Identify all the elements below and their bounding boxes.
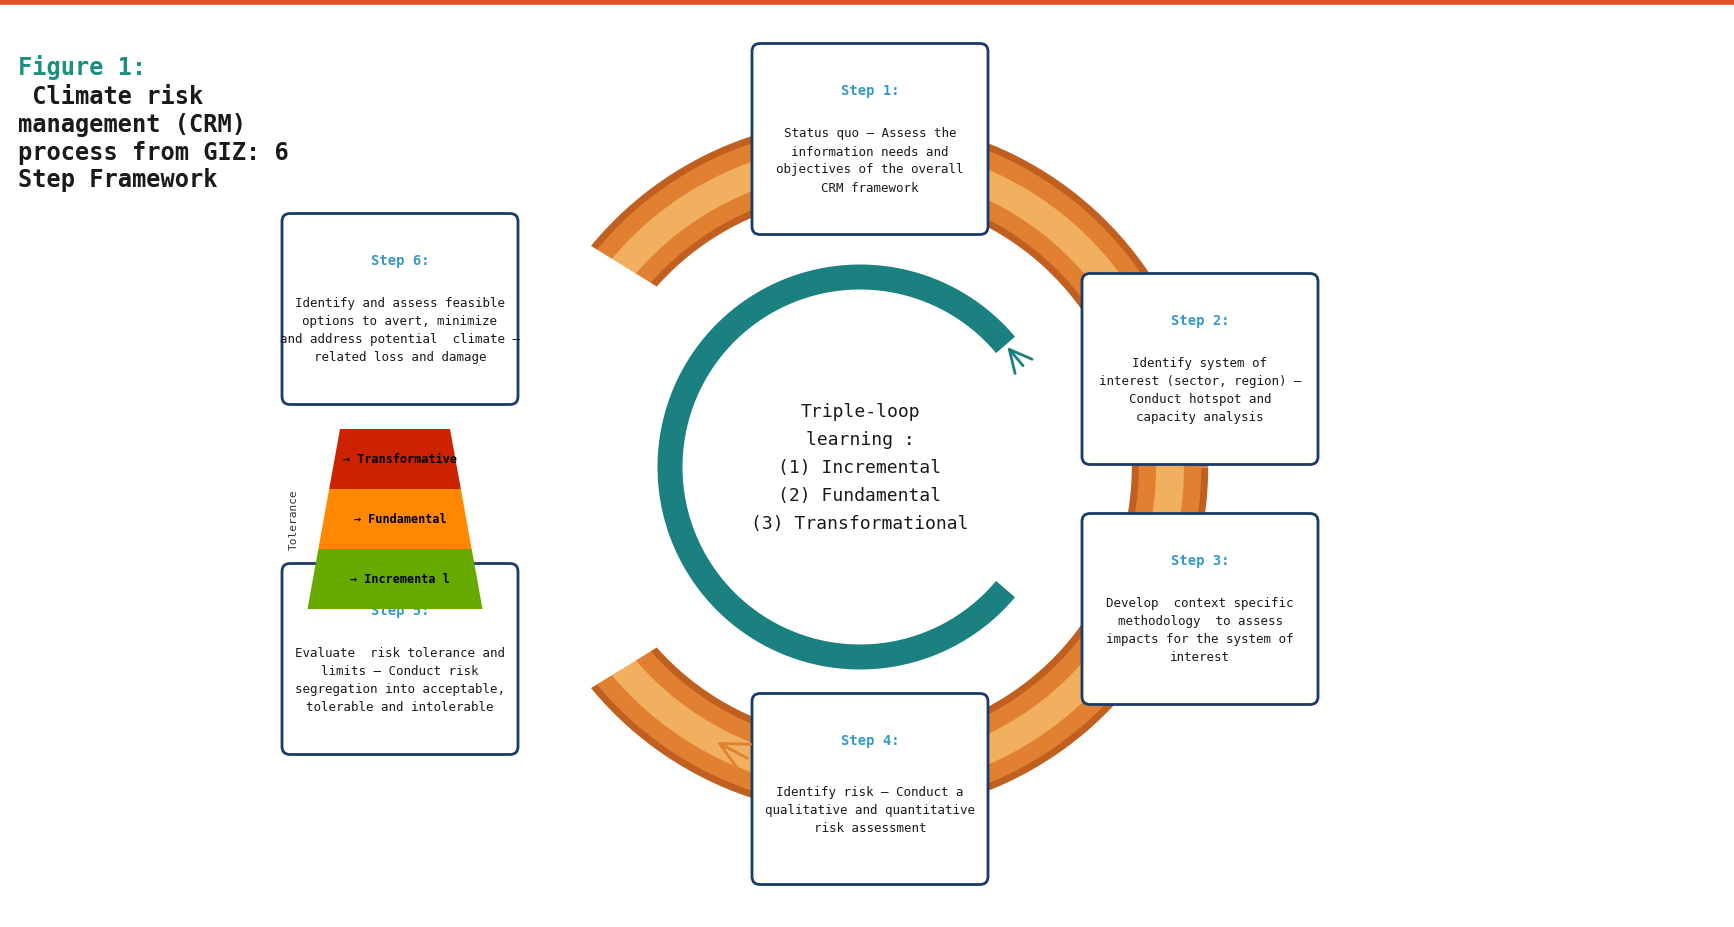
Text: Climate risk
management (CRM)
process from GIZ: 6
Step Framework: Climate risk management (CRM) process fr… <box>17 85 290 192</box>
FancyBboxPatch shape <box>283 564 518 755</box>
Text: Develop  context specific
methodology  to assess
impacts for the system of
inter: Develop context specific methodology to … <box>1106 597 1294 664</box>
Text: Step 3:: Step 3: <box>1170 553 1229 567</box>
Text: → Transformative: → Transformative <box>343 453 458 466</box>
Text: Identify risk – Conduct a
qualitative and quantitative
risk assessment: Identify risk – Conduct a qualitative an… <box>765 786 975 834</box>
Text: Evaluate  risk tolerance and
limits – Conduct risk
segregation into acceptable,
: Evaluate risk tolerance and limits – Con… <box>295 647 505 714</box>
FancyBboxPatch shape <box>753 693 988 884</box>
Text: Figure 1:: Figure 1: <box>17 55 146 80</box>
Text: Triple-loop
learning :
(1) Incremental
(2) Fundamental
(3) Transformational: Triple-loop learning : (1) Incremental (… <box>751 403 969 532</box>
PathPatch shape <box>307 550 482 609</box>
FancyBboxPatch shape <box>1082 274 1318 465</box>
Text: Step 2:: Step 2: <box>1170 313 1229 327</box>
Text: → Incrementa l: → Incrementa l <box>350 573 449 586</box>
FancyBboxPatch shape <box>753 44 988 235</box>
Text: Tolerance: Tolerance <box>288 489 298 550</box>
Text: Step 6:: Step 6: <box>371 254 430 268</box>
Text: Step 1:: Step 1: <box>841 84 900 98</box>
PathPatch shape <box>329 429 461 489</box>
FancyBboxPatch shape <box>283 214 518 405</box>
Text: Status quo – Assess the
information needs and
objectives of the overall
CRM fram: Status quo – Assess the information need… <box>777 127 964 195</box>
Text: Step 4:: Step 4: <box>841 733 900 747</box>
PathPatch shape <box>319 489 472 550</box>
Text: Identify and assess feasible
options to avert, minimize
and address potential  c: Identify and assess feasible options to … <box>279 298 520 364</box>
FancyBboxPatch shape <box>1082 514 1318 705</box>
Text: Step 5:: Step 5: <box>371 603 430 617</box>
Text: → Fundamental: → Fundamental <box>354 513 446 526</box>
Text: Identify system of
interest (sector, region) –
Conduct hotspot and
capacity anal: Identify system of interest (sector, reg… <box>1099 357 1300 424</box>
